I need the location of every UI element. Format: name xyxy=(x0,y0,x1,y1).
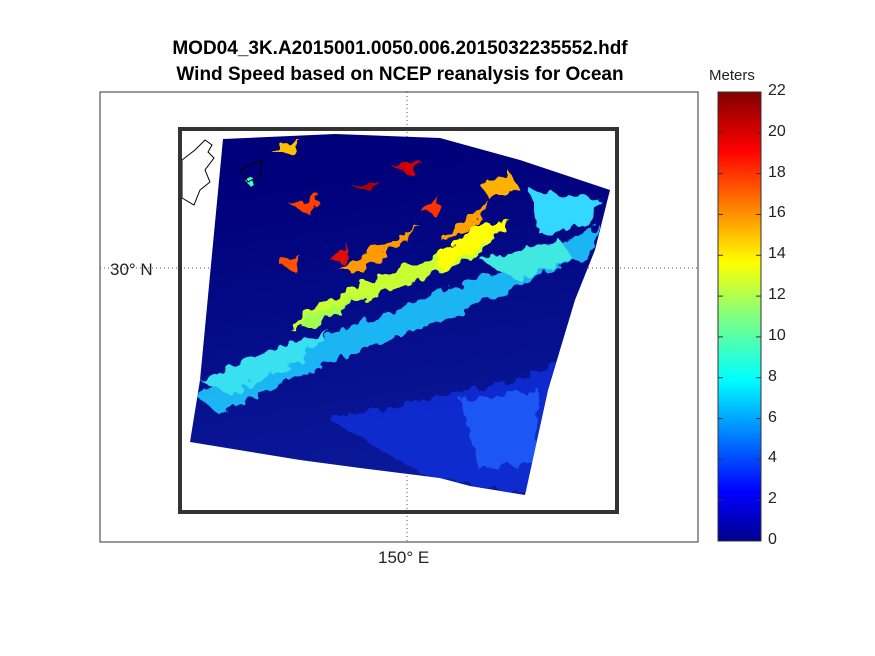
figure-title-line-2: Wind Speed based on NCEP reanalysis for … xyxy=(176,64,624,85)
coastline xyxy=(239,159,263,183)
colorbar-tick-label: 16 xyxy=(768,204,786,222)
colorbar-tick-label: 6 xyxy=(768,408,777,426)
colorbar-ticks xyxy=(718,91,761,542)
colorbar-tick-label: 12 xyxy=(768,286,786,304)
longitude-tick-label: 150° E xyxy=(378,548,430,567)
colorbar xyxy=(717,91,762,542)
colorbar-tick-label: 8 xyxy=(768,367,777,385)
colorbar-tick-label: 0 xyxy=(768,531,777,548)
figure-title-line-1: MOD04_3K.A2015001.0050.006.2015032235552… xyxy=(172,38,628,59)
wind-speed-swath xyxy=(190,134,610,495)
colorbar-units: Meters xyxy=(709,67,755,84)
colorbar-tick-label: 14 xyxy=(768,245,786,263)
colorbar-tick-label: 20 xyxy=(768,122,786,140)
map-frame xyxy=(178,127,619,514)
colorbar-tick-label: 18 xyxy=(768,163,786,181)
coastline xyxy=(181,139,215,206)
colorbar-tick-label: 10 xyxy=(768,326,786,344)
colorbar-tick-label: 4 xyxy=(768,449,777,467)
colorbar-tick-label: 22 xyxy=(768,82,786,99)
latitude-tick-label: 30° N xyxy=(110,260,153,279)
colorbar-tick-label: 2 xyxy=(768,490,777,508)
